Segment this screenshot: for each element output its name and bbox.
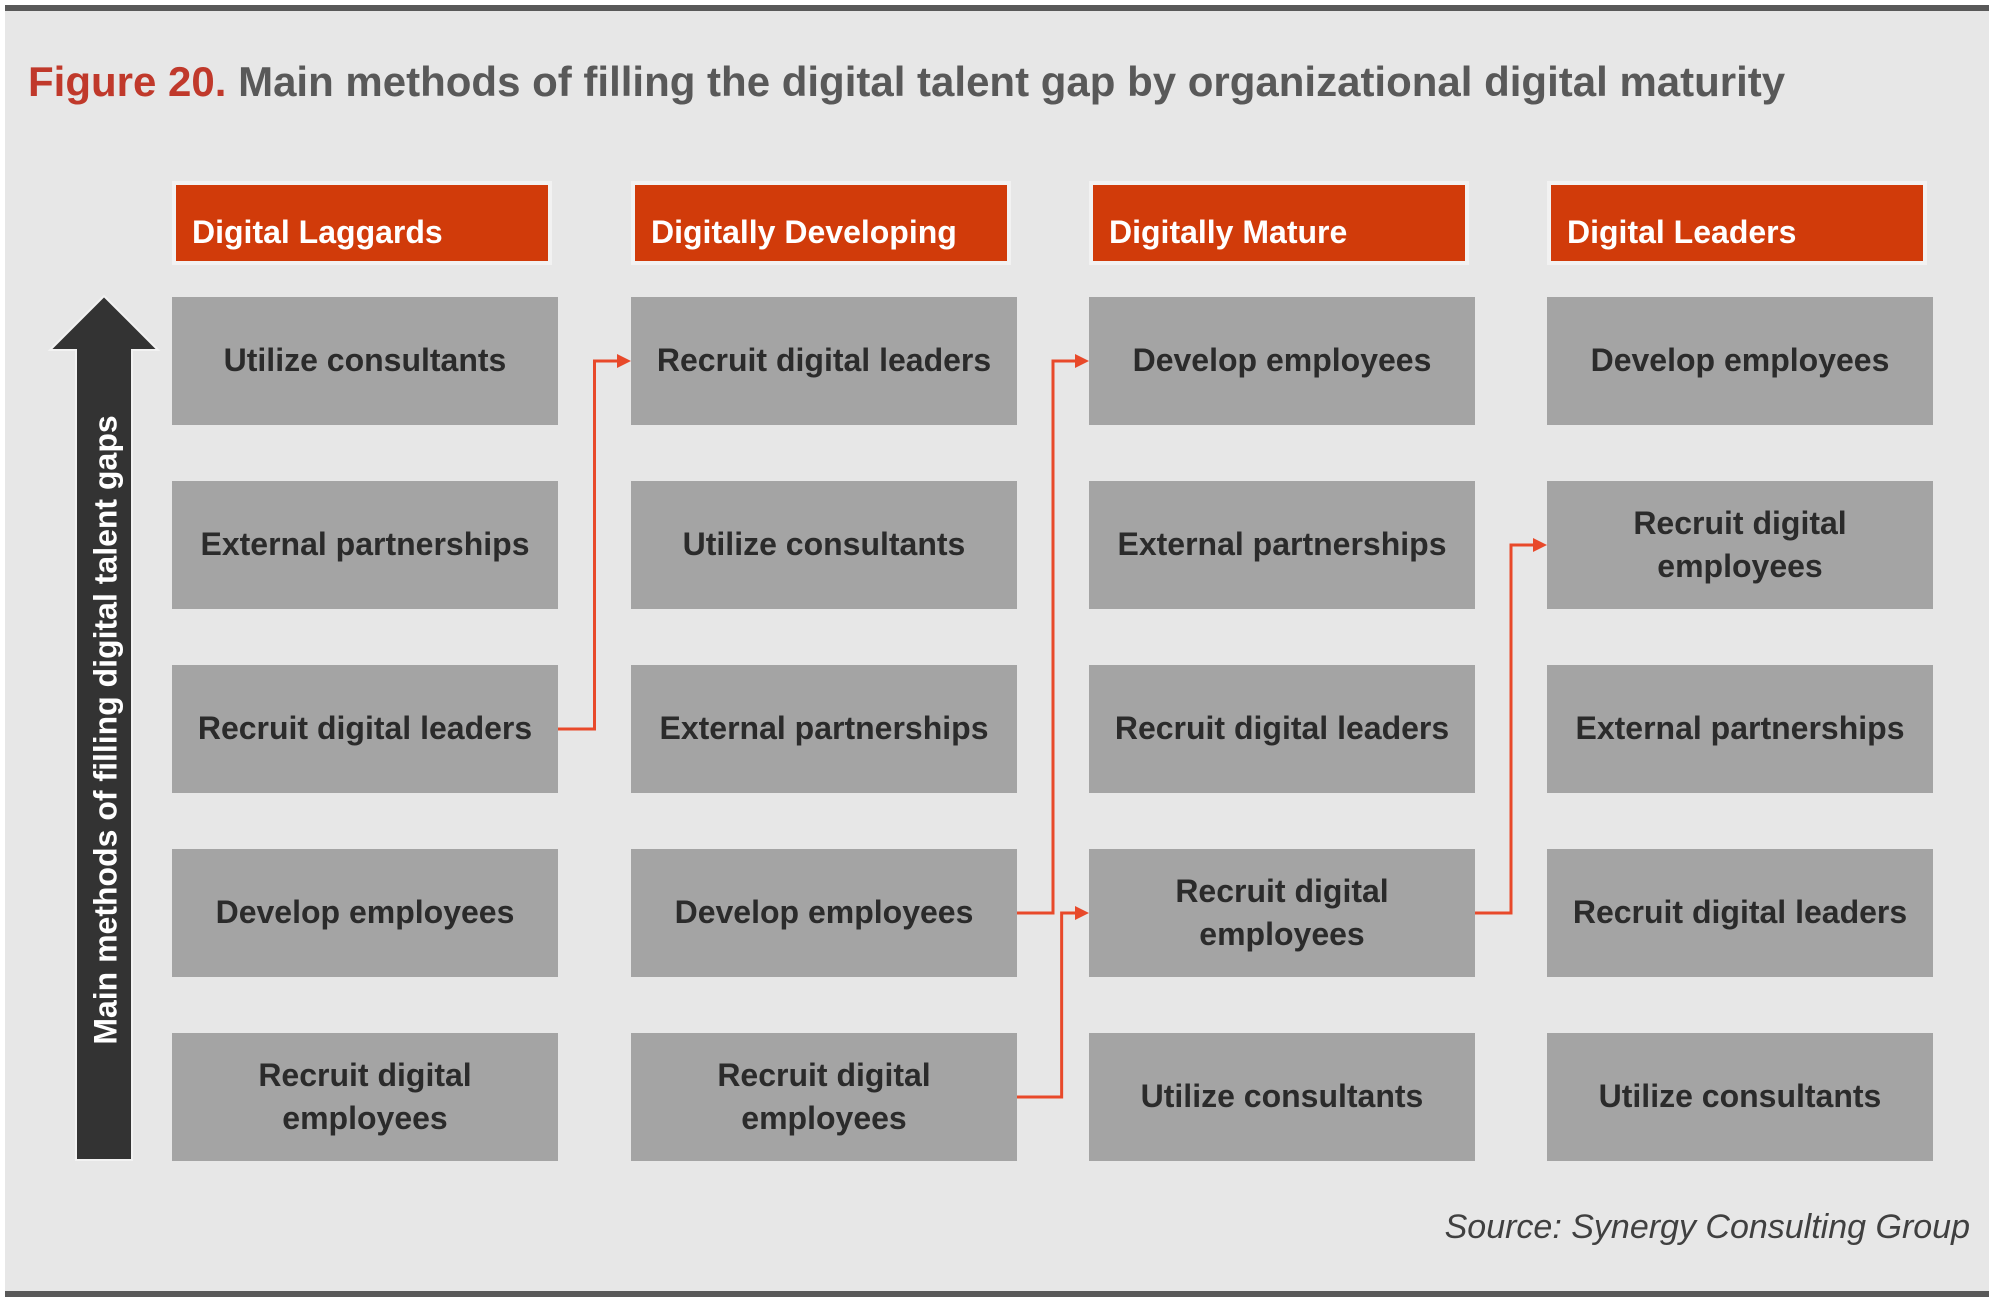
method-box: External partnerships <box>1089 481 1475 609</box>
column-header: Digitally Developing <box>631 181 1011 265</box>
method-box: Develop employees <box>1089 297 1475 425</box>
method-box: External partnerships <box>631 665 1017 793</box>
source-note: Source: Synergy Consulting Group <box>1444 1208 1970 1246</box>
method-box: External partnerships <box>1547 665 1933 793</box>
figure-title-text: Main methods of filling the digital tale… <box>238 58 1786 105</box>
method-box: Recruit digital employees <box>172 1033 558 1161</box>
method-box: Recruit digital leaders <box>1547 849 1933 977</box>
axis-label: Main methods of filling digital talent g… <box>87 415 124 1045</box>
column-header: Digital Laggards <box>172 181 552 265</box>
method-box: Recruit digital leaders <box>172 665 558 793</box>
method-box: Recruit digital leaders <box>1089 665 1475 793</box>
method-box: Recruit digital employees <box>631 1033 1017 1161</box>
figure-title: Figure 20. Main methods of filling the d… <box>28 58 1785 106</box>
method-box: External partnerships <box>172 481 558 609</box>
up-arrow-icon <box>47 294 161 1161</box>
method-box: Utilize consultants <box>1547 1033 1933 1161</box>
method-box: Develop employees <box>1547 297 1933 425</box>
figure-number: Figure 20. <box>28 58 227 105</box>
method-box: Utilize consultants <box>631 481 1017 609</box>
method-box: Recruit digital leaders <box>631 297 1017 425</box>
method-box: Utilize consultants <box>1089 1033 1475 1161</box>
column-header: Digitally Mature <box>1089 181 1469 265</box>
method-box: Utilize consultants <box>172 297 558 425</box>
method-box: Develop employees <box>172 849 558 977</box>
method-box: Recruit digital employees <box>1547 481 1933 609</box>
method-box: Develop employees <box>631 849 1017 977</box>
method-box: Recruit digital employees <box>1089 849 1475 977</box>
column-header: Digital Leaders <box>1547 181 1927 265</box>
